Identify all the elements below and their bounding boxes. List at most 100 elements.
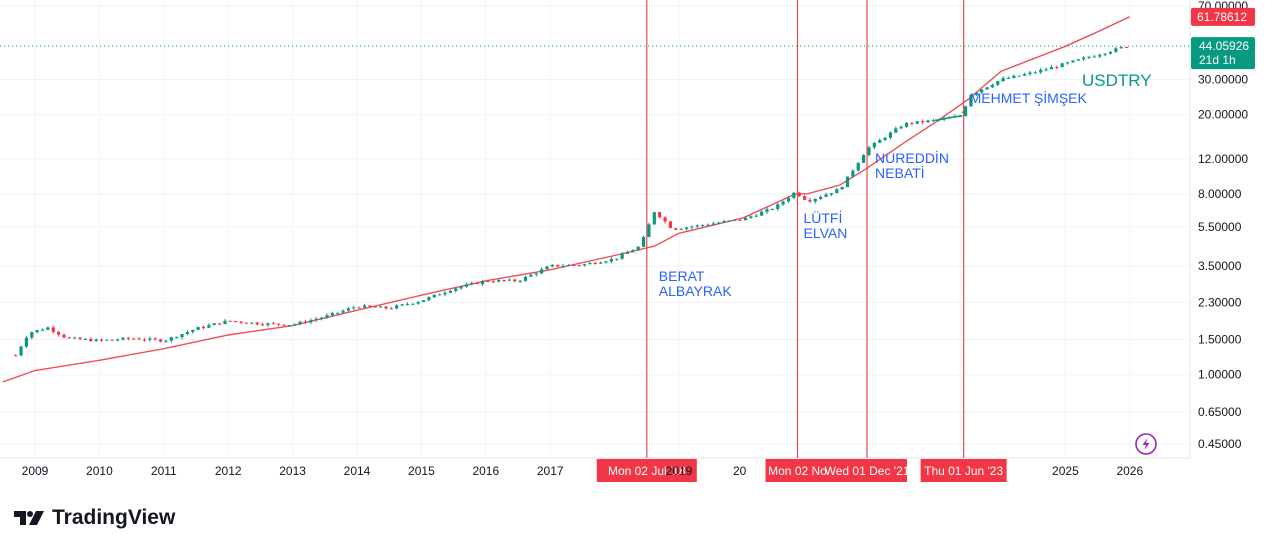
candle xyxy=(19,345,23,357)
candle xyxy=(969,94,973,107)
candle-body xyxy=(400,304,404,306)
candle-body xyxy=(1082,57,1086,60)
candle-body xyxy=(432,294,436,298)
candle xyxy=(35,329,39,334)
candle xyxy=(480,279,485,287)
candle xyxy=(352,305,356,310)
candle-body xyxy=(502,280,506,282)
candle-body xyxy=(126,337,130,339)
candle-body xyxy=(319,317,324,319)
candle xyxy=(201,325,206,330)
candle-body xyxy=(636,246,640,251)
candle xyxy=(819,195,823,201)
candle-body xyxy=(797,192,801,197)
candle xyxy=(24,335,29,348)
candle xyxy=(207,323,211,329)
candle-body xyxy=(99,339,104,341)
candle xyxy=(191,329,195,334)
date-badge xyxy=(765,459,830,482)
candle-body xyxy=(550,264,554,267)
candle-body xyxy=(1017,75,1021,77)
candle-body xyxy=(260,324,265,326)
candle xyxy=(684,226,689,231)
candle-body xyxy=(480,281,485,284)
moving-average xyxy=(2,16,1131,383)
candle-body xyxy=(904,122,909,127)
candle-body xyxy=(985,87,989,90)
candle xyxy=(561,263,565,269)
minister-name: BERAT xyxy=(659,268,705,284)
candle-body xyxy=(448,290,452,293)
candle xyxy=(620,252,624,261)
candle-body xyxy=(180,334,184,338)
candle xyxy=(636,246,640,251)
candle-body xyxy=(234,321,238,323)
candle-body xyxy=(910,122,914,124)
candle xyxy=(615,258,619,261)
candle-body xyxy=(1108,51,1113,54)
candle xyxy=(126,336,130,341)
candle-body xyxy=(706,224,710,226)
candle xyxy=(62,333,66,339)
y-tick-label: 20.00000 xyxy=(1198,108,1248,122)
candle xyxy=(760,210,764,216)
candle-body xyxy=(878,139,882,143)
candle-body xyxy=(40,329,45,331)
candle-body xyxy=(207,325,211,328)
candle-body xyxy=(1087,57,1091,59)
candle xyxy=(1098,53,1102,59)
candle xyxy=(244,322,249,324)
candle-body xyxy=(148,338,152,340)
tradingview-wordmark: TradingView xyxy=(52,506,176,529)
lightning-icon[interactable] xyxy=(1135,433,1157,455)
grid xyxy=(0,0,1191,459)
candle-body xyxy=(813,198,817,202)
candle xyxy=(357,306,361,309)
symbol-label: USDTRY xyxy=(1082,71,1152,90)
candle-body xyxy=(625,252,630,254)
candle xyxy=(1049,64,1054,70)
minister-name: NEBATİ xyxy=(875,164,925,181)
ma-line xyxy=(2,16,1131,383)
candle xyxy=(845,176,850,188)
candle xyxy=(282,324,286,326)
candle-body xyxy=(856,162,860,171)
candle-body xyxy=(684,227,689,229)
ma-value-badge xyxy=(1191,7,1255,26)
candle-doji xyxy=(948,116,952,119)
candle-body xyxy=(30,332,34,338)
candle-body xyxy=(142,339,147,341)
candle xyxy=(303,319,308,324)
candle-body xyxy=(518,280,522,282)
axes: 70.0000030.0000020.0000012.000008.000005… xyxy=(22,0,1255,478)
candle-body xyxy=(1103,53,1107,55)
candle-body xyxy=(153,338,157,340)
candle xyxy=(588,261,592,265)
candle xyxy=(1065,61,1070,65)
candle-body xyxy=(427,297,431,301)
candle xyxy=(743,217,748,221)
candle xyxy=(51,325,55,334)
candle-body xyxy=(1065,62,1070,64)
candle xyxy=(175,336,179,339)
candle-body xyxy=(298,321,302,325)
candle-body xyxy=(990,84,995,88)
candle-body xyxy=(802,196,807,200)
candle-body xyxy=(110,339,114,341)
candle xyxy=(1060,62,1064,68)
x-tick-label: 2013 xyxy=(279,464,306,478)
candle-body xyxy=(271,323,275,325)
tradingview-logo[interactable]: TradingView xyxy=(14,506,175,530)
date-badge xyxy=(596,459,697,482)
candle-doji xyxy=(943,117,947,120)
candle xyxy=(765,207,769,214)
candle-body xyxy=(513,279,517,282)
candle-body xyxy=(443,292,447,295)
candle-doji xyxy=(935,119,939,121)
candle xyxy=(523,275,528,282)
candle-body xyxy=(620,253,624,259)
ma-value-label: 61.78612 xyxy=(1197,10,1247,24)
candle-body xyxy=(845,176,850,188)
candle-body xyxy=(733,219,737,221)
